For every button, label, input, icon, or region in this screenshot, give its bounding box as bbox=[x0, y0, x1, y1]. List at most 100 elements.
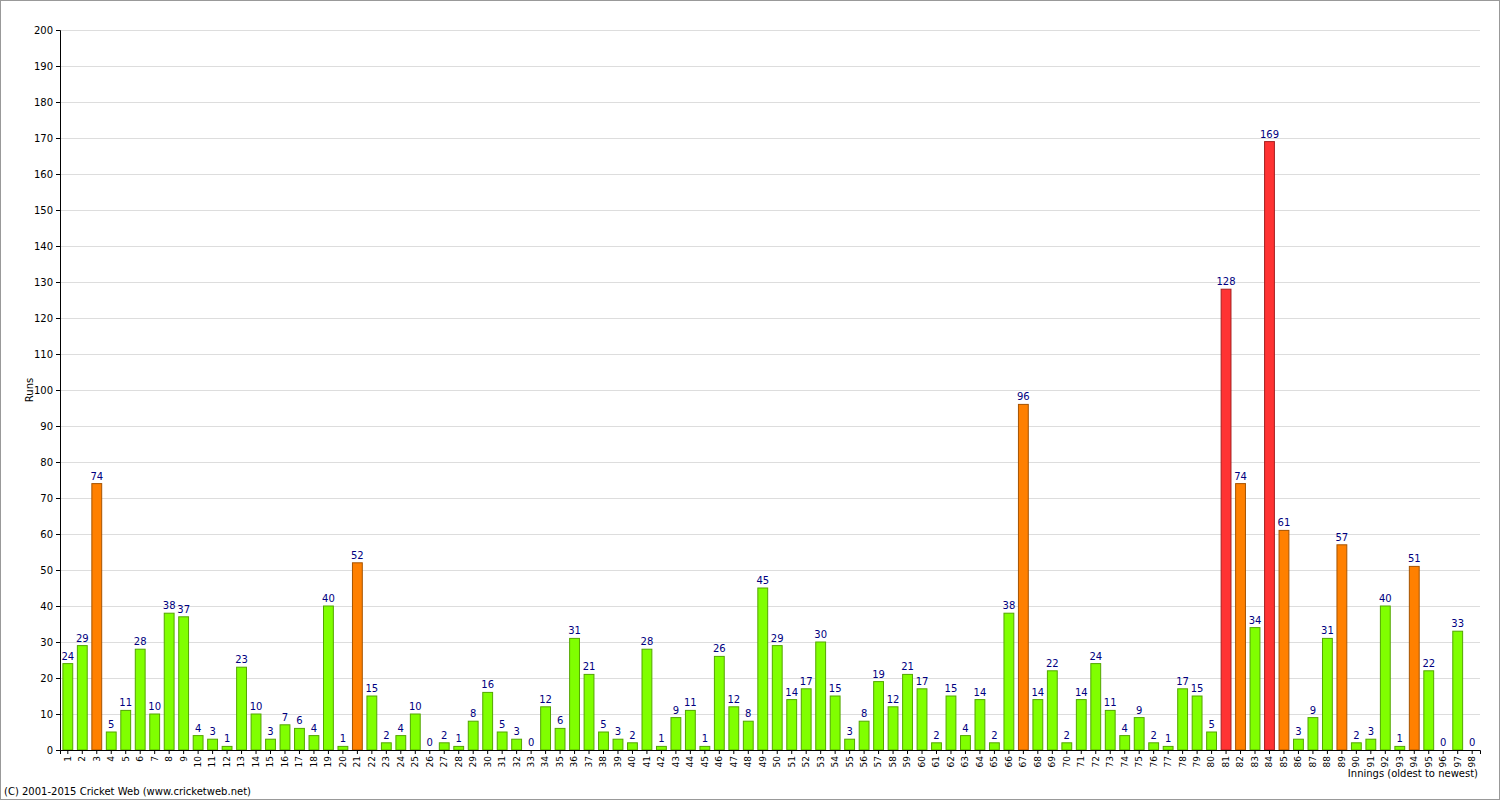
data-label: 38 bbox=[163, 600, 176, 611]
x-tick-mark bbox=[111, 750, 112, 754]
data-label: 10 bbox=[250, 701, 263, 712]
x-tick: 36 bbox=[569, 750, 579, 767]
data-label: 2 bbox=[1064, 730, 1070, 741]
x-tick: 58 bbox=[888, 750, 898, 767]
y-tick-mark bbox=[56, 570, 60, 571]
x-tick-label: 61 bbox=[931, 756, 941, 767]
x-tick-mark bbox=[806, 750, 807, 754]
y-tick-mark bbox=[56, 462, 60, 463]
x-tick-label: 24 bbox=[396, 756, 406, 768]
x-tick-mark bbox=[791, 750, 792, 754]
bar bbox=[280, 725, 290, 750]
x-tick-label: 23 bbox=[381, 756, 391, 767]
y-tick-mark bbox=[56, 66, 60, 67]
x-tick-mark bbox=[849, 750, 850, 754]
x-tick-label: 63 bbox=[960, 756, 970, 767]
bar bbox=[77, 646, 87, 750]
x-tick-label: 84 bbox=[1264, 756, 1274, 768]
data-label: 24 bbox=[61, 651, 74, 662]
bar bbox=[352, 563, 362, 750]
bar bbox=[1366, 739, 1376, 750]
x-tick-mark bbox=[1226, 750, 1227, 754]
data-label: 31 bbox=[568, 625, 581, 636]
x-tick: 63 bbox=[960, 750, 970, 767]
x-tick-mark bbox=[256, 750, 257, 754]
y-tick-label: 60 bbox=[40, 529, 53, 540]
x-tick: 47 bbox=[729, 750, 739, 767]
x-tick-label: 16 bbox=[280, 756, 290, 768]
x-tick-mark bbox=[704, 750, 705, 754]
y-tick-label: 130 bbox=[34, 277, 53, 288]
x-tick: 43 bbox=[671, 750, 681, 767]
x-tick-label: 4 bbox=[106, 756, 116, 762]
bar bbox=[584, 674, 594, 750]
x-tick-mark bbox=[748, 750, 749, 754]
x-tick: 86 bbox=[1293, 750, 1303, 767]
x-tick-mark bbox=[386, 750, 387, 754]
x-tick-mark bbox=[371, 750, 372, 754]
data-label: 5 bbox=[600, 719, 606, 730]
y-tick: 50 bbox=[40, 565, 60, 576]
x-tick-mark bbox=[1312, 750, 1313, 754]
y-tick-mark bbox=[56, 606, 60, 607]
grid-line bbox=[60, 66, 1480, 67]
bar bbox=[874, 682, 884, 750]
bar bbox=[179, 617, 189, 750]
x-tick-mark bbox=[1414, 750, 1415, 754]
bar bbox=[367, 696, 377, 750]
bar bbox=[251, 714, 261, 750]
x-tick-mark bbox=[1472, 750, 1473, 754]
x-tick-mark bbox=[357, 750, 358, 754]
bar bbox=[599, 732, 609, 750]
x-tick-label: 88 bbox=[1322, 756, 1332, 768]
data-label: 37 bbox=[177, 604, 190, 615]
data-label: 51 bbox=[1408, 553, 1421, 564]
x-tick-mark bbox=[169, 750, 170, 754]
x-tick: 69 bbox=[1047, 750, 1057, 767]
x-tick: 24 bbox=[396, 750, 406, 767]
data-label: 3 bbox=[209, 726, 215, 737]
y-tick-label: 110 bbox=[34, 349, 53, 360]
x-tick-mark bbox=[531, 750, 532, 754]
y-tick-label: 90 bbox=[40, 421, 53, 432]
bar bbox=[92, 484, 102, 750]
data-label: 6 bbox=[296, 715, 302, 726]
y-tick: 140 bbox=[34, 241, 60, 252]
x-tick-label: 37 bbox=[584, 756, 594, 767]
bar bbox=[1207, 732, 1217, 750]
x-tick: 65 bbox=[989, 750, 999, 767]
bar bbox=[208, 739, 218, 750]
y-tick-label: 70 bbox=[40, 493, 53, 504]
x-tick-label: 20 bbox=[338, 756, 348, 768]
data-label: 8 bbox=[745, 708, 751, 719]
data-label: 0 bbox=[528, 737, 534, 748]
x-tick: 76 bbox=[1149, 750, 1159, 767]
copyright: (C) 2001-2015 Cricket Web (www.cricketwe… bbox=[4, 786, 251, 797]
x-tick: 92 bbox=[1380, 750, 1390, 767]
bar bbox=[1105, 710, 1115, 750]
bar bbox=[1149, 743, 1159, 750]
data-label: 1 bbox=[224, 733, 230, 744]
data-label: 0 bbox=[1440, 737, 1446, 748]
x-tick: 18 bbox=[309, 750, 319, 767]
x-tick-mark bbox=[1081, 750, 1082, 754]
x-tick: 1 bbox=[63, 750, 73, 762]
bar bbox=[541, 707, 551, 750]
x-tick-label: 49 bbox=[758, 756, 768, 768]
x-tick-label: 77 bbox=[1163, 756, 1173, 767]
x-tick-label: 58 bbox=[888, 756, 898, 768]
data-label: 15 bbox=[945, 683, 958, 694]
bar bbox=[816, 642, 826, 750]
data-label: 22 bbox=[1422, 658, 1435, 669]
y-tick-label: 20 bbox=[40, 673, 53, 684]
x-tick-label: 69 bbox=[1047, 756, 1057, 768]
y-tick-mark bbox=[56, 318, 60, 319]
x-tick-mark bbox=[1052, 750, 1053, 754]
bar bbox=[729, 707, 739, 750]
data-label: 9 bbox=[1310, 705, 1316, 716]
bar bbox=[454, 746, 464, 750]
x-tick-label: 45 bbox=[700, 756, 710, 767]
data-label: 2 bbox=[441, 730, 447, 741]
x-tick-mark bbox=[487, 750, 488, 754]
data-label: 4 bbox=[962, 723, 968, 734]
